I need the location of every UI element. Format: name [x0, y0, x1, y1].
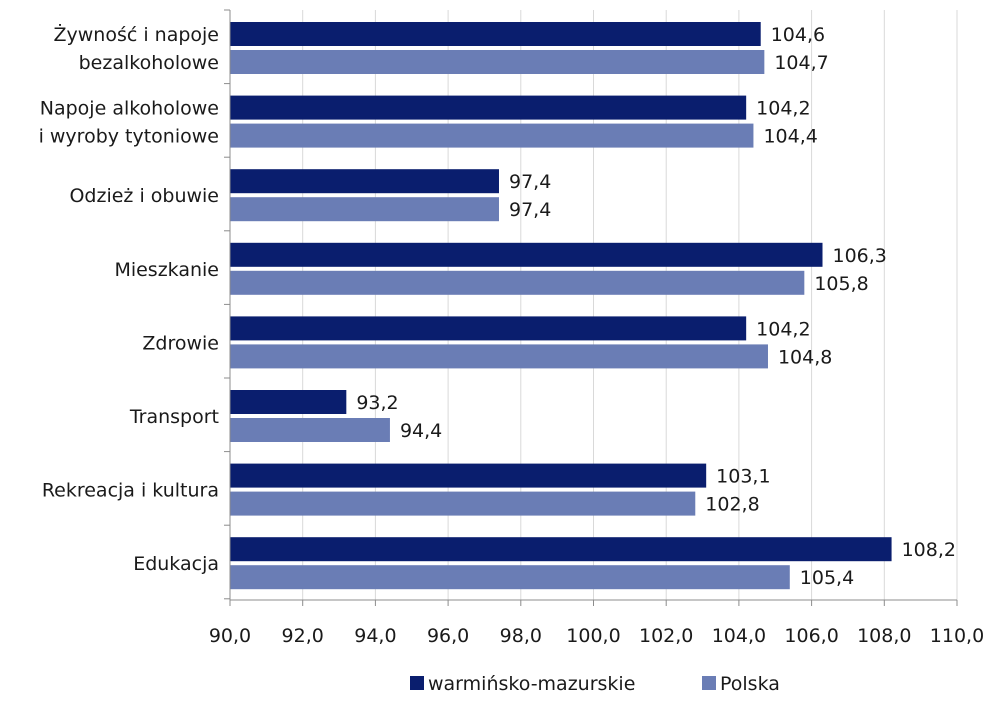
bar-region [230, 95, 747, 120]
data-label: 97,4 [509, 171, 551, 193]
bars [230, 22, 892, 590]
legend: warmińsko-mazurskie Polska [410, 673, 780, 695]
legend-swatch [702, 676, 716, 690]
x-tick-label: 90,0 [209, 625, 251, 647]
data-label: 93,2 [356, 392, 398, 414]
category-label: Transport [129, 406, 219, 428]
data-label: 104,7 [774, 52, 828, 74]
bar-region [230, 463, 707, 488]
category-label: Mieszkanie [114, 259, 219, 281]
category-label: Zdrowie [142, 332, 219, 354]
bar-country [230, 491, 696, 516]
bar-country [230, 418, 390, 442]
bar-region [230, 390, 347, 414]
bar-region [230, 537, 892, 562]
x-tick-label: 94,0 [354, 625, 396, 647]
data-label: 108,2 [902, 539, 956, 561]
data-label: 97,4 [509, 199, 551, 221]
legend-label: warmińsko-mazurskie [428, 673, 635, 695]
data-label: 104,4 [763, 126, 817, 148]
x-tick-label: 104,0 [712, 625, 766, 647]
bar-country [230, 50, 765, 74]
x-tick-label: 106,0 [784, 625, 838, 647]
legend-label: Polska [720, 673, 780, 695]
data-label: 104,2 [756, 98, 810, 120]
category-label: Żywność i napoje [53, 23, 219, 46]
bar-region [230, 242, 823, 267]
data-label: 105,4 [800, 567, 854, 589]
data-label: 104,8 [778, 346, 832, 368]
bar-country [230, 197, 499, 222]
x-tick-label: 110,0 [930, 625, 984, 647]
category-label: i wyroby tytoniowe [39, 126, 219, 148]
data-label: 102,8 [705, 494, 759, 516]
data-label: 104,2 [756, 318, 810, 340]
data-label: 94,4 [400, 420, 442, 442]
category-label: Napoje alkoholowe [40, 98, 219, 120]
x-tick-label: 96,0 [427, 625, 469, 647]
data-label: 104,6 [771, 24, 825, 46]
bar-country [230, 123, 754, 148]
bar-country [230, 565, 790, 590]
legend-swatch [410, 676, 424, 690]
bar-region [230, 316, 747, 341]
category-label: Odzież i obuwie [69, 185, 219, 207]
category-label: bezalkoholowe [79, 52, 219, 74]
data-label: 106,3 [833, 245, 887, 267]
x-tick-label: 98,0 [500, 625, 542, 647]
category-label: Edukacja [133, 553, 219, 575]
category-labels: Żywność i napoje bezalkoholowe Napoje alko… [39, 23, 219, 575]
data-labels: 104,6 104,7 104,2 104,4 97,4 97,4 106,3 105,8 10… [356, 24, 956, 589]
x-tick-label: 92,0 [282, 625, 324, 647]
data-label: 103,1 [716, 466, 770, 488]
bar-country [230, 344, 768, 369]
data-label: 105,8 [814, 273, 868, 295]
bar-region [230, 169, 499, 194]
x-tick-label: 102,0 [639, 625, 693, 647]
bar-region [230, 22, 761, 46]
category-label: Rekreacja i kultura [42, 480, 219, 502]
axis: 90,0 92,0 94,0 96,0 98,0 100,0 102,0 104,0 106,0… [209, 9, 984, 647]
x-tick-label: 108,0 [857, 625, 911, 647]
x-tick-label: 100,0 [566, 625, 620, 647]
bar-country [230, 270, 805, 295]
